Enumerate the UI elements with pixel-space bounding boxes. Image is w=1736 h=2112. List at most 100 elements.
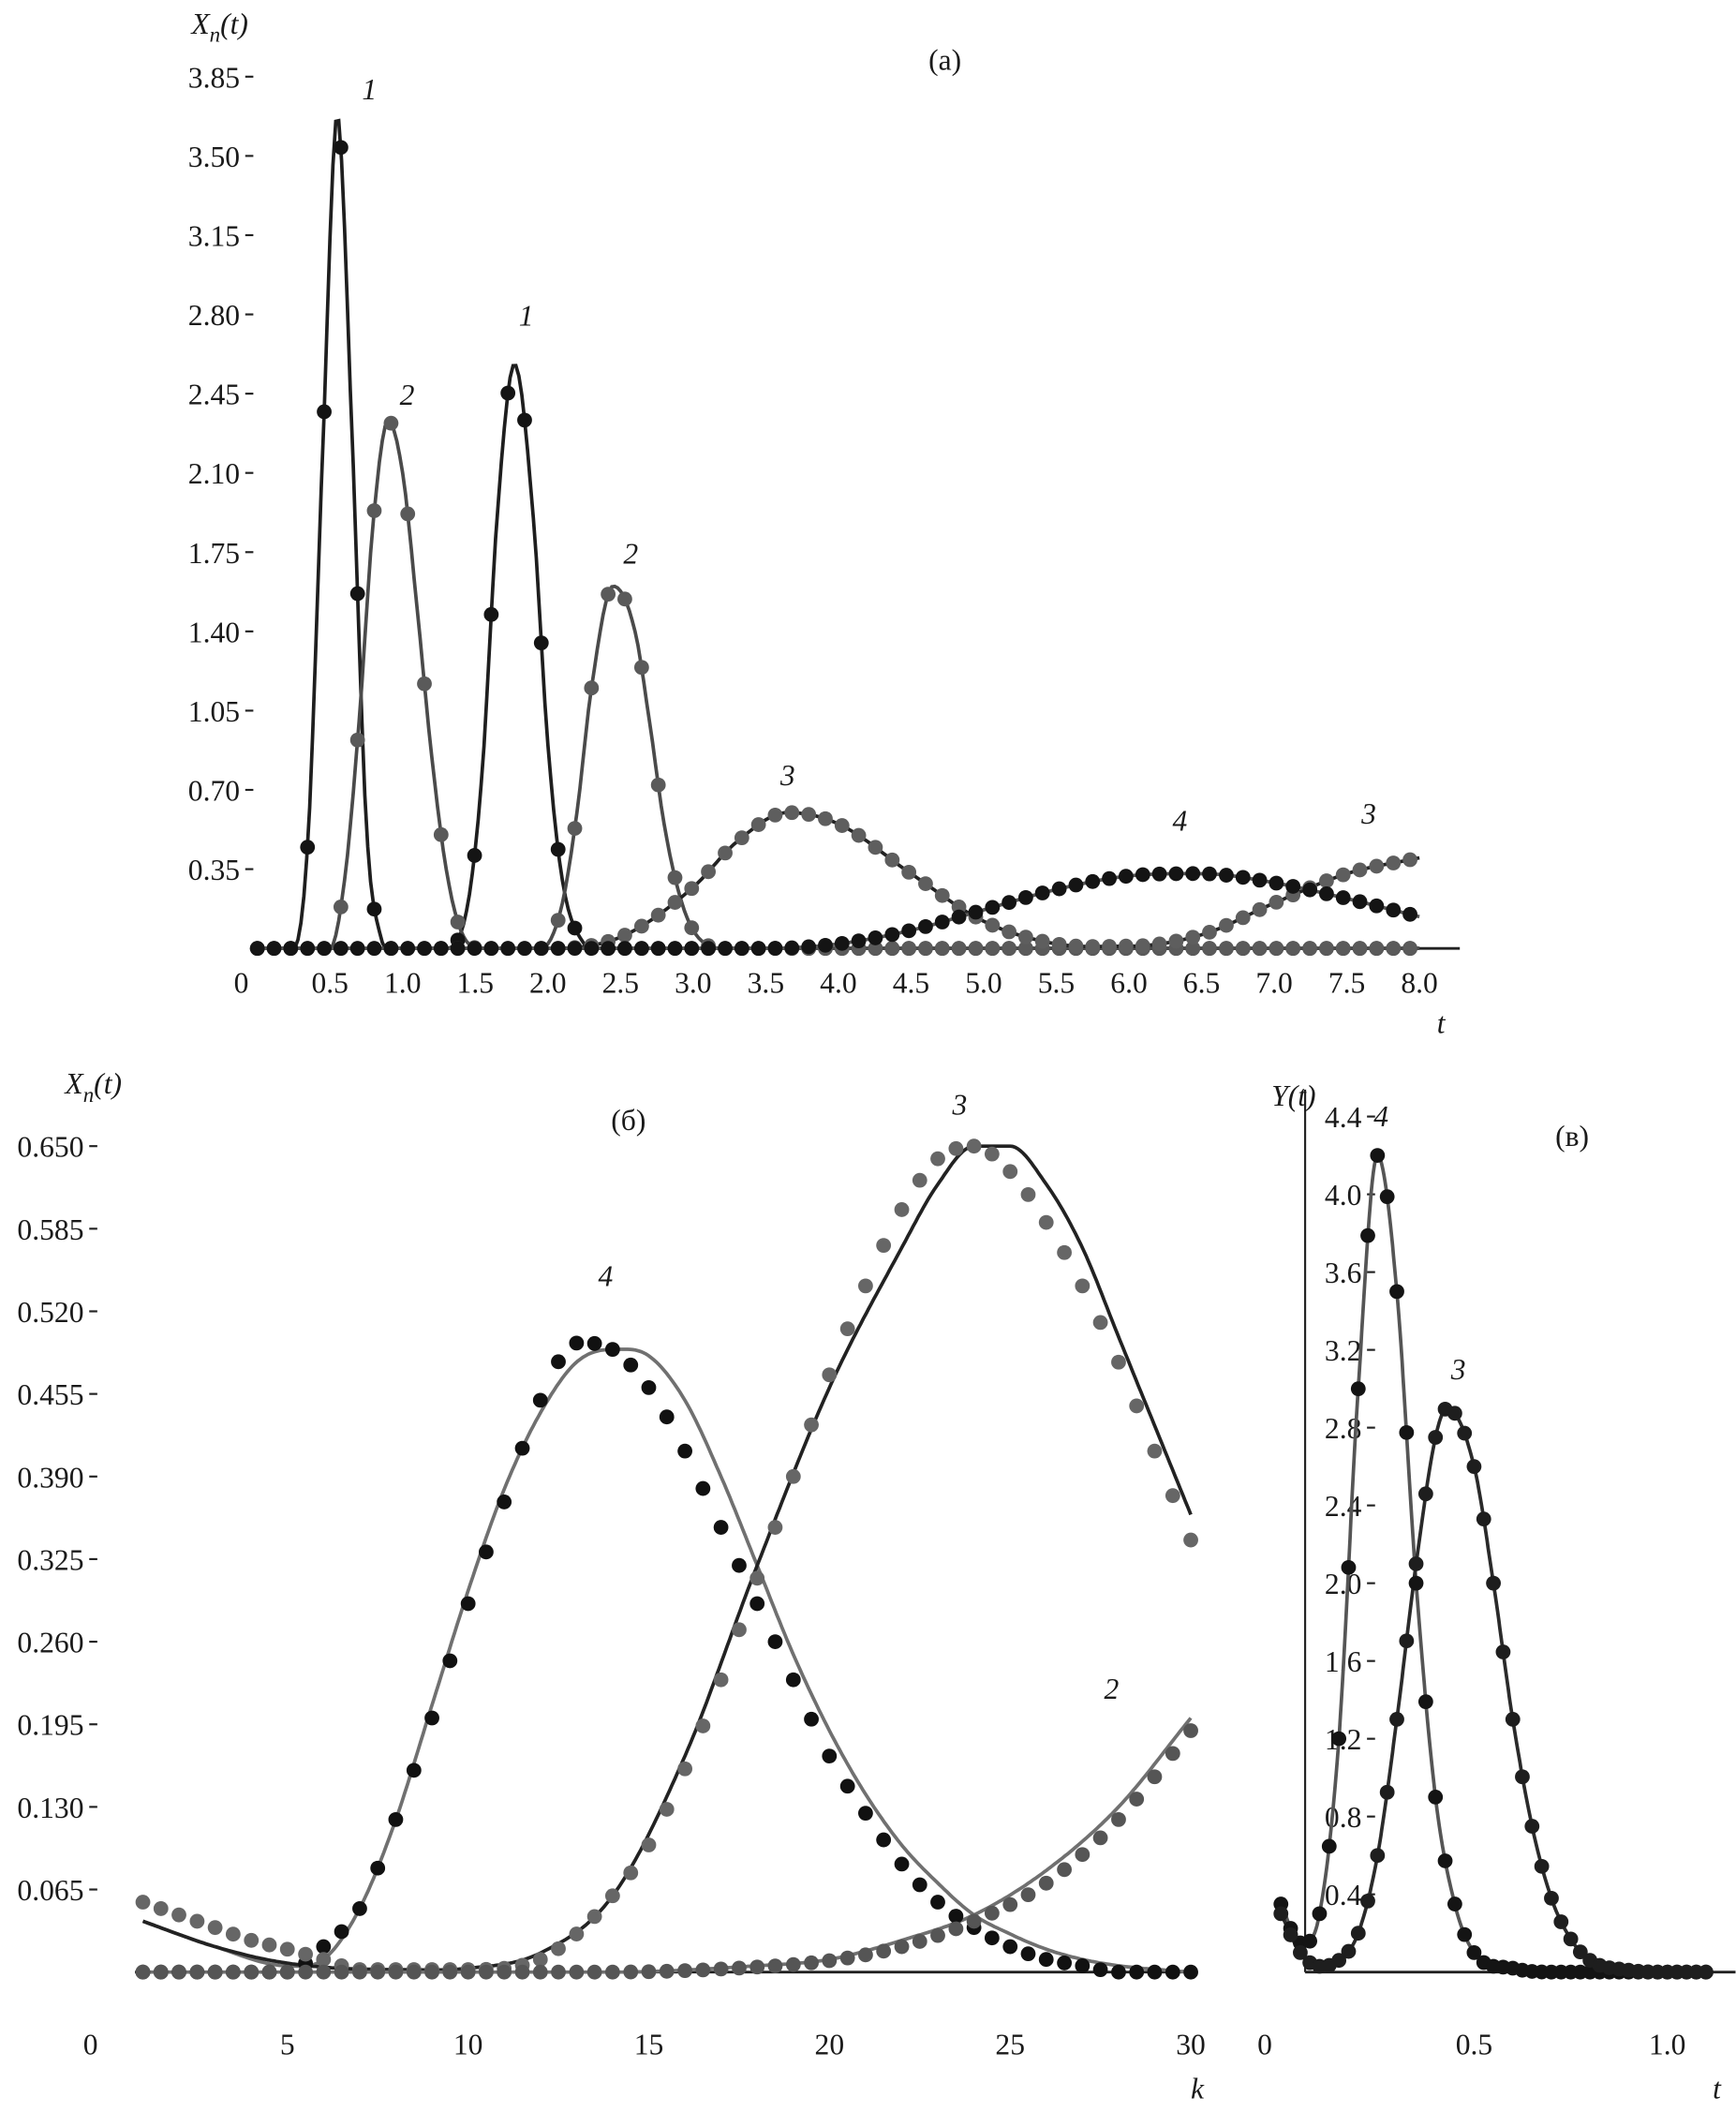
- data-point-curve-3: [1466, 1459, 1482, 1475]
- data-point-curve-3: [851, 827, 867, 843]
- data-point-curve-4: [1020, 1946, 1036, 1962]
- data-point-curve-3: [767, 807, 783, 823]
- data-point-curve-2: [460, 1964, 476, 1980]
- data-point-curve-3: [1102, 939, 1117, 954]
- data-point-curve-4: [623, 1357, 639, 1373]
- data-point-curve-4: [1331, 1731, 1347, 1747]
- data-point-curve-3: [1147, 1443, 1163, 1459]
- x-tick-label: 2.5: [602, 967, 639, 1000]
- y-tick-label: 0.585: [17, 1213, 83, 1246]
- data-point-curve-2: [244, 1964, 260, 1980]
- data-point-curve-2: [930, 1927, 945, 1943]
- curve-label: 1: [519, 300, 534, 333]
- data-point-curve-3: [1457, 1425, 1473, 1441]
- data-point-curve-3: [966, 1138, 982, 1154]
- x-axis-label: t: [1713, 2073, 1722, 2105]
- data-point-curve-4: [659, 1409, 675, 1425]
- data-point-curve-2: [1369, 941, 1385, 957]
- data-point-curve-2: [569, 1964, 585, 1980]
- data-point-curve-4: [1379, 1189, 1395, 1205]
- data-point-curve-3: [1486, 1575, 1501, 1591]
- data-point-curve-4: [417, 941, 432, 957]
- data-point-curve-4: [1092, 1962, 1108, 1978]
- curve-label: 1: [362, 73, 377, 106]
- data-point-curve-3: [1085, 939, 1101, 955]
- data-point-curve-3: [298, 1946, 313, 1962]
- curve-label: 2: [623, 537, 638, 570]
- curve-label: 3: [1360, 797, 1376, 830]
- data-point-curve-2: [1402, 941, 1417, 957]
- data-point-curve-2: [1038, 1875, 1054, 1891]
- data-point-curve-2: [1202, 941, 1217, 957]
- data-point-curve-4: [584, 941, 600, 957]
- data-point-curve-2: [586, 1964, 602, 1980]
- data-point-curve-4: [1018, 889, 1033, 905]
- data-point-curve-3: [1038, 1214, 1054, 1230]
- data-point-curve-4: [497, 1495, 512, 1510]
- data-point-curve-3: [701, 864, 716, 880]
- data-point-curve-3: [713, 1672, 729, 1688]
- data-point-curve-4: [1428, 1790, 1444, 1805]
- data-point-curve-2: [1252, 941, 1268, 957]
- x-tick-label: 4.0: [820, 967, 856, 1000]
- y-tick-label: 0.35: [188, 854, 240, 886]
- data-point-curve-2: [424, 1964, 439, 1980]
- data-point-curve-3: [244, 1932, 260, 1948]
- data-point-curve-2: [1129, 1792, 1145, 1807]
- data-point-curve-4: [750, 941, 766, 957]
- data-point-curve-2: [1319, 941, 1334, 957]
- data-point-curve-4: [1165, 1964, 1180, 1980]
- data-point-curve-4: [1350, 1381, 1366, 1397]
- data-point-curve-2: [1092, 1830, 1108, 1846]
- data-point-curve-4: [641, 1379, 657, 1395]
- data-point-curve-2: [623, 1964, 639, 1980]
- data-point-curve-3: [834, 818, 850, 833]
- data-point-curve-1: [517, 412, 532, 428]
- x-tick-label: 4.5: [893, 967, 929, 1000]
- data-point-curve-3: [684, 881, 700, 897]
- curve-label: 4: [598, 1259, 613, 1292]
- data-point-curve-4: [884, 927, 900, 943]
- data-point-curve-2: [334, 1964, 349, 1980]
- y-tick-label: 2.4: [1325, 1490, 1362, 1523]
- data-point-curve-4: [532, 1392, 548, 1408]
- data-point-curve-3: [934, 887, 950, 903]
- y-tick-label: 1.75: [188, 537, 240, 570]
- data-point-curve-2: [633, 660, 649, 676]
- data-point-curve-4: [684, 941, 700, 957]
- data-point-curve-2: [1335, 941, 1351, 957]
- data-point-curve-2: [1002, 1896, 1018, 1912]
- data-point-curve-2: [1352, 941, 1368, 957]
- data-point-curve-2: [767, 1958, 783, 1973]
- curve-label: 2: [400, 379, 415, 411]
- data-point-curve-4: [901, 923, 917, 939]
- x-tick-label: 8.0: [1401, 967, 1437, 1000]
- data-point-curve-3: [1534, 1858, 1550, 1874]
- x-axis-label: k: [1191, 2073, 1205, 2105]
- data-point-curve-3: [984, 1146, 1000, 1162]
- x-tick-label: 5: [280, 2028, 295, 2060]
- data-point-curve-3: [1185, 930, 1201, 945]
- data-point-curve-3: [1269, 895, 1284, 910]
- data-point-curve-3: [1544, 1890, 1559, 1906]
- data-point-curve-3: [1129, 1398, 1145, 1414]
- data-point-curve-3: [1165, 1488, 1180, 1504]
- data-point-curve-2: [684, 920, 700, 936]
- data-point-curve-4: [283, 941, 299, 957]
- data-point-curve-4: [533, 941, 549, 957]
- data-point-curve-3: [1168, 933, 1184, 949]
- data-point-curve-2: [532, 1964, 548, 1980]
- data-point-curve-4: [1135, 867, 1150, 883]
- data-point-curve-3: [1183, 1532, 1198, 1548]
- panel-label: (в): [1555, 1120, 1589, 1153]
- data-point-curve-3: [839, 1321, 855, 1337]
- x-tick-label: 5.5: [1038, 967, 1075, 1000]
- data-point-curve-3: [1331, 1953, 1347, 1969]
- data-point-curve-2: [884, 941, 900, 957]
- data-point-curve-4: [984, 1930, 1000, 1946]
- curve-label: 2: [1104, 1673, 1119, 1705]
- data-point-curve-4: [1168, 866, 1184, 882]
- data-point-curve-3: [261, 1937, 277, 1953]
- data-point-curve-3: [279, 1941, 295, 1957]
- data-point-curve-2: [1111, 1811, 1126, 1827]
